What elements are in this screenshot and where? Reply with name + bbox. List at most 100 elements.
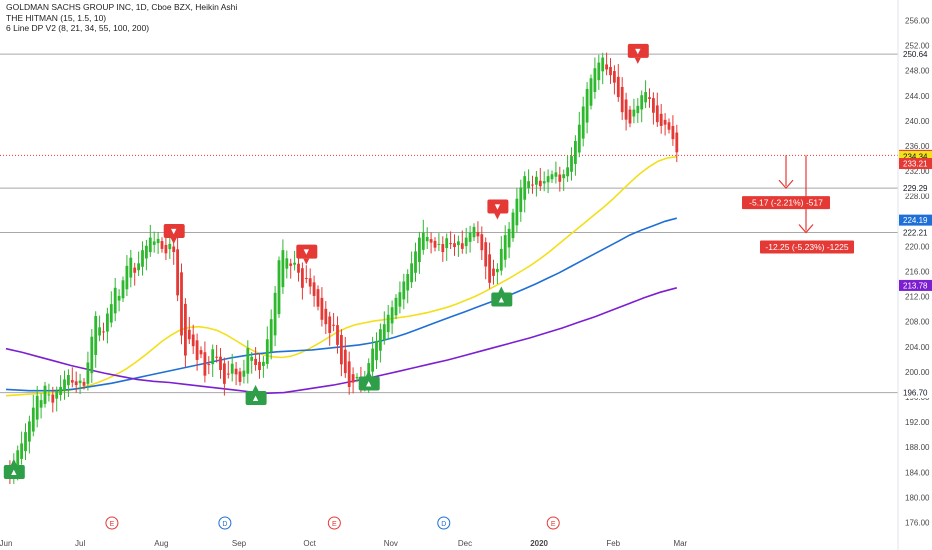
candle-body [527, 181, 530, 188]
price-label-bg [899, 387, 932, 399]
candle-body [226, 373, 230, 375]
price-label: 234.34 [903, 152, 928, 161]
bull-signal-icon [3, 465, 25, 480]
candle-body [168, 243, 172, 250]
candle-body [172, 246, 176, 253]
event-marker-label: D [441, 521, 446, 528]
candle-body [308, 278, 312, 287]
candle-body [636, 105, 640, 114]
time-tick-label: Oct [303, 539, 316, 548]
candle-body [445, 238, 449, 249]
candle-body [98, 327, 101, 336]
price-tick-label: 176.00 [905, 518, 930, 527]
time-axis[interactable]: Jun Jul Aug Sep Oct Nov Dec 2020 Feb Mar [0, 539, 688, 548]
candle-body [285, 258, 289, 269]
candle-body [410, 263, 413, 283]
candle-body [324, 308, 328, 325]
candle-body [457, 241, 460, 246]
bear-signal-icon [627, 43, 649, 58]
bull-signal-arrow [252, 384, 259, 391]
candle-body [644, 92, 647, 103]
candle-body [585, 88, 589, 123]
candle-body [476, 232, 480, 237]
candle-body [340, 335, 343, 365]
bear-signal-arrow [303, 258, 310, 265]
candle-body [667, 122, 671, 130]
time-tick-label: Jul [75, 539, 85, 548]
candle-body [24, 432, 27, 452]
price-tick-label: 180.00 [905, 493, 930, 502]
candle-body [453, 243, 456, 248]
candle-body [601, 57, 605, 72]
candle-body [398, 292, 402, 307]
candle-body [371, 348, 374, 372]
candle-body [258, 361, 261, 370]
price-label-bg [899, 214, 932, 226]
candle-body [437, 243, 441, 245]
time-tick-label: Aug [154, 539, 168, 548]
price-tick-label: 232.00 [905, 167, 930, 176]
candle-body [281, 250, 285, 288]
bear-signal-icon [163, 223, 185, 238]
bull-glyph: ▲ [497, 294, 506, 304]
candle-body [628, 109, 632, 124]
event-marker-label: E [332, 521, 337, 528]
candle-body [421, 232, 425, 250]
time-tick-label: Mar [673, 539, 687, 548]
event-marker-label: E [551, 521, 556, 528]
candle-body [187, 329, 191, 340]
candle-body [250, 356, 254, 361]
candle-body [546, 176, 550, 183]
candle-body [613, 71, 616, 83]
candle-body [289, 263, 293, 266]
candle-body [152, 241, 156, 245]
price-label: 213.78 [903, 281, 928, 290]
projection-arrow [798, 224, 814, 234]
price-label-bg [899, 227, 932, 239]
projection-arrow [778, 179, 794, 190]
price-tick-label: 248.00 [905, 67, 930, 76]
candle-body [51, 394, 55, 403]
signals: ▲ ▲ ▲ ▲ ▼ ▼ ▼ ▼ [3, 43, 649, 480]
candle-body [570, 156, 573, 172]
bear-glyph: ▼ [169, 226, 178, 236]
candle-body [581, 106, 585, 139]
candle-body [254, 358, 257, 365]
event-marker [546, 516, 560, 530]
price-axis[interactable]: 176.00180.00184.00188.00192.00196.00200.… [897, 0, 932, 550]
candle-body [328, 316, 332, 333]
bull-signal-icon [358, 376, 380, 391]
candle-body [67, 375, 70, 386]
candle-body [203, 352, 207, 376]
candle-body [82, 381, 86, 386]
candle-body [577, 124, 581, 153]
price-tick-label: 240.00 [905, 117, 930, 126]
price-label-bg [899, 150, 932, 162]
price-label-bg [899, 48, 932, 60]
candle-body [390, 307, 394, 324]
candle-body [230, 363, 234, 374]
bear-signal-icon [296, 244, 318, 259]
candle-body [59, 386, 62, 395]
candle-body [460, 243, 464, 249]
candle-body [47, 394, 51, 396]
event-marker [437, 516, 451, 530]
candle-body [211, 349, 215, 365]
legend-symbol[interactable]: GOLDMAN SACHS GROUP INC, 1D, Cboe BZX, H… [6, 2, 238, 12]
candle-body [414, 251, 417, 273]
candle-body [402, 281, 406, 300]
candle-body [63, 379, 66, 391]
price-label: 222.21 [903, 229, 928, 238]
candle-body [379, 329, 382, 351]
legend-indicator-dp[interactable]: 6 Line DP V2 (8, 21, 34, 55, 100, 200) [6, 23, 150, 33]
price-tick-label: 188.00 [905, 443, 930, 452]
legend-indicator-hitman[interactable]: THE HITMAN (15, 1.5, 10) [6, 12, 107, 23]
candle-body [223, 363, 226, 384]
event-marker-label: E [110, 521, 115, 528]
candle-body [265, 339, 269, 364]
candle-body [663, 119, 667, 125]
candle-body [148, 237, 152, 253]
